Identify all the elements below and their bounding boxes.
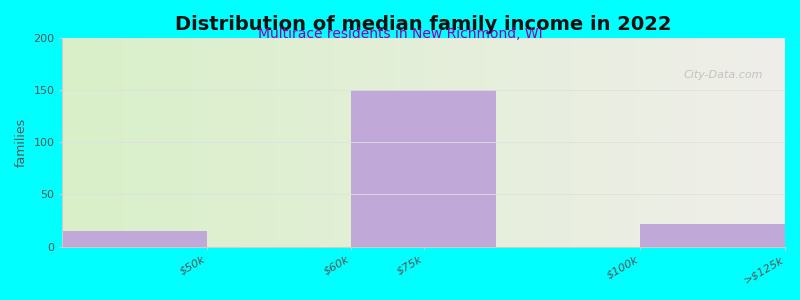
Bar [62, 231, 207, 247]
Title: Distribution of median family income in 2022: Distribution of median family income in … [175, 15, 672, 34]
Bar [641, 224, 785, 247]
Bar [351, 90, 496, 247]
Text: City-Data.com: City-Data.com [684, 70, 763, 80]
Y-axis label: families: families [15, 118, 28, 167]
Text: Multirace residents in New Richmond, WI: Multirace residents in New Richmond, WI [258, 27, 542, 41]
